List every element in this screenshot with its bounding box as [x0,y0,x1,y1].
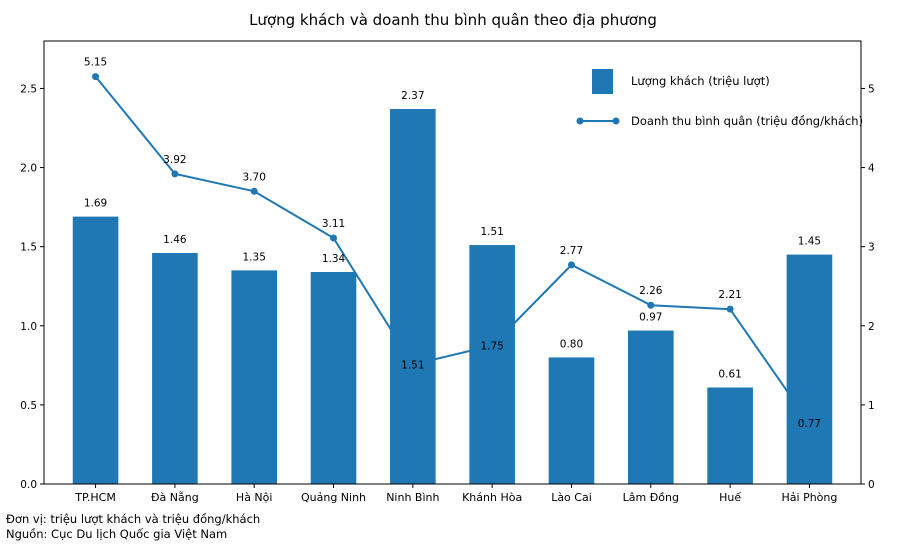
x-axis-label-8: Lâm Đồng [623,491,679,504]
revenue-value-label-6: 1.75 [480,341,503,353]
bar-10 [786,254,833,484]
bar-value-label-6: 1.51 [480,226,503,238]
x-axis-label-4: Quảng Ninh [301,491,366,504]
bar-8 [627,330,674,484]
chart-title: Lượng khách và doanh thu bình quân theo … [249,11,657,29]
right-axis-tick-label-3: 2 [868,321,875,333]
revenue-point-2 [171,170,179,178]
revenue-value-label-5: 1.51 [401,360,424,372]
bar-value-label-3: 1.35 [243,251,266,263]
left-axis-tick-label-2: 0.5 [20,400,37,412]
revenue-value-label-8: 2.26 [639,285,663,297]
revenue-value-label-4: 3.11 [322,218,345,230]
source-note: Nguồn: Cục Du lịch Quốc gia Việt Nam [6,527,228,541]
revenue-point-5 [409,361,417,369]
bar-4 [310,271,357,484]
x-axis-label-1: TP.HCM [74,491,116,504]
revenue-point-10 [805,419,813,427]
bar-9 [707,387,753,484]
right-axis-tick-label-6: 5 [868,83,875,95]
left-axis-tick-label-3: 1.0 [20,321,37,333]
bar-value-label-4: 1.34 [322,253,346,265]
unit-note: Đơn vị: triệu lượt khách và triệu đồng/k… [6,512,261,526]
x-axis-label-3: Hà Nội [236,491,273,504]
bar-5 [390,109,436,485]
bar-7 [548,357,595,484]
revenue-value-label-1: 5.15 [84,57,107,69]
bar-value-label-7: 0.80 [560,338,583,350]
legend-line-marker-right [612,117,620,125]
bar-value-label-8: 0.97 [639,312,662,324]
x-axis-label-5: Ninh Bình [386,491,439,504]
revenue-point-1 [92,73,100,81]
revenue-point-8 [647,301,655,309]
revenue-value-label-9: 2.21 [718,289,741,301]
x-axis-label-7: Lào Cai [551,491,592,504]
bar-1 [72,216,119,484]
revenue-line [94,75,811,424]
right-axis-tick-label-2: 1 [868,400,875,412]
revenue-point-6 [488,342,496,350]
bar-6 [469,245,515,484]
left-axis-tick-label-1: 0.0 [20,479,37,491]
legend-line-label: Doanh thu bình quân (triệu đồng/khách) [631,114,863,128]
bar-value-label-1: 1.69 [84,198,107,210]
revenue-value-label-7: 2.77 [560,245,583,257]
bar-3 [231,270,278,484]
revenue-point-9 [726,305,734,313]
right-axis-tick-label-5: 4 [868,163,875,175]
legend-bar-swatch [592,69,613,94]
bar-value-label-5: 2.37 [401,90,424,102]
left-axis-tick-label-6: 2.5 [20,83,37,95]
left-axis-tick-label-5: 2.0 [20,163,37,175]
revenue-point-3 [250,187,258,195]
revenue-value-label-2: 3.92 [163,154,186,166]
plot-frame [43,40,862,485]
x-axis-label-6: Khánh Hòa [462,491,522,504]
x-axis-label-2: Đà Nẵng [151,491,199,504]
plot-area: 1.691.461.35 1.342.371.510.800.970.611.45… [20,40,875,504]
revenue-point-7 [567,261,575,269]
right-axis-tick-label-4: 3 [868,242,875,254]
bar-value-label-10: 1.45 [798,236,821,248]
bar-value-label-2: 1.46 [163,234,187,246]
right-axis-tick-label-1: 0 [868,479,875,491]
left-axis-tick-label-4: 1.5 [20,242,37,254]
x-axis-label-10: Hải Phòng [782,491,838,504]
bar-value-label-9: 0.61 [718,368,741,380]
x-axis-label-9: Huế [719,491,741,504]
revenue-value-label-3: 3.70 [243,171,266,183]
bar-2 [152,253,198,484]
revenue-value-label-10: 0.77 [798,418,821,430]
revenue-point-4 [330,234,338,242]
legend-bar-label: Lượng khách (triệu lượt) [631,74,770,88]
legend-line-marker-left [576,117,584,125]
